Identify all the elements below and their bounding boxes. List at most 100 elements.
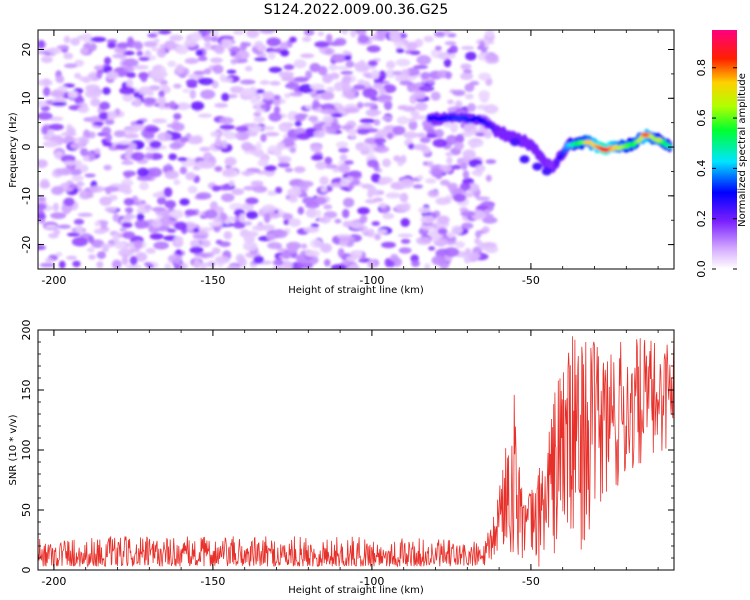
noise-blob (483, 130, 493, 139)
noise-blob (139, 181, 149, 191)
noise-blob (453, 193, 467, 203)
noise-blob (99, 101, 111, 110)
noise-blob (278, 122, 292, 132)
noise-blob (443, 30, 451, 36)
noise-blob (164, 170, 179, 180)
noise-blob (121, 221, 133, 229)
noise-blob (370, 189, 383, 196)
noise-blob (420, 215, 435, 224)
noise-blob (144, 152, 154, 160)
noise-blob (121, 256, 129, 266)
noise-blob (400, 238, 411, 244)
noise-blob (104, 119, 115, 125)
ridge-core (630, 143, 636, 148)
noise-blob (164, 262, 172, 269)
snr-x-tick-label: -50 (522, 575, 540, 588)
ridge-core (558, 154, 564, 159)
noise-blob (478, 90, 491, 100)
spectrogram-x-tick-label: -150 (200, 274, 225, 287)
noise-blob (201, 239, 211, 248)
noise-blob (102, 142, 116, 147)
noise-blob (341, 84, 353, 92)
noise-blob (467, 137, 484, 148)
noise-blob (293, 166, 306, 173)
noise-blob (267, 51, 276, 60)
noise-blob (76, 181, 85, 187)
noise-blob (194, 252, 210, 258)
noise-blob (330, 112, 343, 118)
noise-blob (298, 84, 314, 94)
noise-blob (188, 73, 204, 79)
noise-blob (174, 263, 181, 269)
noise-blob (305, 70, 313, 80)
noise-blob (184, 209, 197, 217)
noise-blob (203, 68, 212, 75)
noise-blob (437, 228, 448, 235)
noise-blob (242, 202, 254, 212)
noise-blob (411, 260, 420, 267)
noise-blob (335, 141, 349, 148)
noise-blob (66, 255, 78, 260)
noise-blob (272, 266, 285, 269)
noise-blob (405, 67, 420, 77)
noise-blob (418, 85, 435, 92)
noise-blob (221, 38, 229, 49)
noise-blob (451, 164, 462, 170)
noise-blob (123, 133, 139, 139)
noise-blob (446, 182, 458, 190)
noise-blob (239, 213, 246, 223)
noise-blob (431, 168, 444, 178)
noise-blob (415, 236, 432, 245)
noise-blob (261, 204, 277, 214)
noise-blob (385, 69, 396, 79)
noise-blob (345, 60, 355, 68)
noise-blob (42, 78, 51, 87)
spectrogram-x-tick-label: -100 (359, 274, 384, 287)
noise-blob (320, 243, 332, 253)
snr-y-tick-label: 150 (20, 380, 33, 401)
noise-blob (324, 122, 332, 128)
noise-blob (475, 196, 491, 201)
noise-blob (340, 70, 353, 75)
noise-blob (235, 125, 249, 132)
noise-blob (63, 160, 77, 166)
noise-blob (378, 87, 386, 96)
noise-blob (448, 52, 456, 59)
noise-blob (210, 131, 220, 137)
noise-blob (129, 142, 137, 150)
noise-blob (478, 40, 486, 51)
noise-blob (50, 212, 67, 220)
noise-blob (463, 123, 477, 134)
noise-blob (462, 149, 476, 160)
noise-blob (229, 86, 245, 94)
noise-blob (376, 32, 386, 42)
noise-blob (113, 130, 126, 138)
colorbar-label: Normalized spectral amplitude (737, 73, 748, 227)
noise-blob (222, 169, 235, 177)
noise-blob (211, 247, 221, 255)
noise-blob (196, 192, 212, 200)
noise-blob (449, 45, 458, 54)
noise-blob (113, 241, 126, 250)
noise-blob (318, 217, 332, 224)
noise-blob (268, 66, 283, 73)
snr-panel: -200 -150 -100 -50 0 50 100 150 200 Height of s… (8, 320, 675, 596)
colorbar-tick-label: 0.8 (695, 59, 708, 77)
noise-blob (272, 229, 288, 239)
noise-blob (440, 179, 450, 186)
noise-blob (420, 71, 431, 80)
noise-blob (152, 118, 167, 124)
noise-blob (55, 251, 63, 257)
noise-blob (437, 52, 451, 60)
noise-blob (57, 224, 71, 229)
noise-blob (465, 51, 477, 61)
noise-blob (344, 54, 352, 61)
noise-blob (208, 221, 224, 227)
noise-blob (149, 233, 164, 240)
noise-blob (447, 99, 454, 105)
noise-blob (302, 196, 316, 205)
noise-blob (184, 39, 198, 48)
noise-blob (122, 187, 133, 195)
noise-blob (460, 210, 476, 217)
noise-blob (400, 155, 407, 164)
